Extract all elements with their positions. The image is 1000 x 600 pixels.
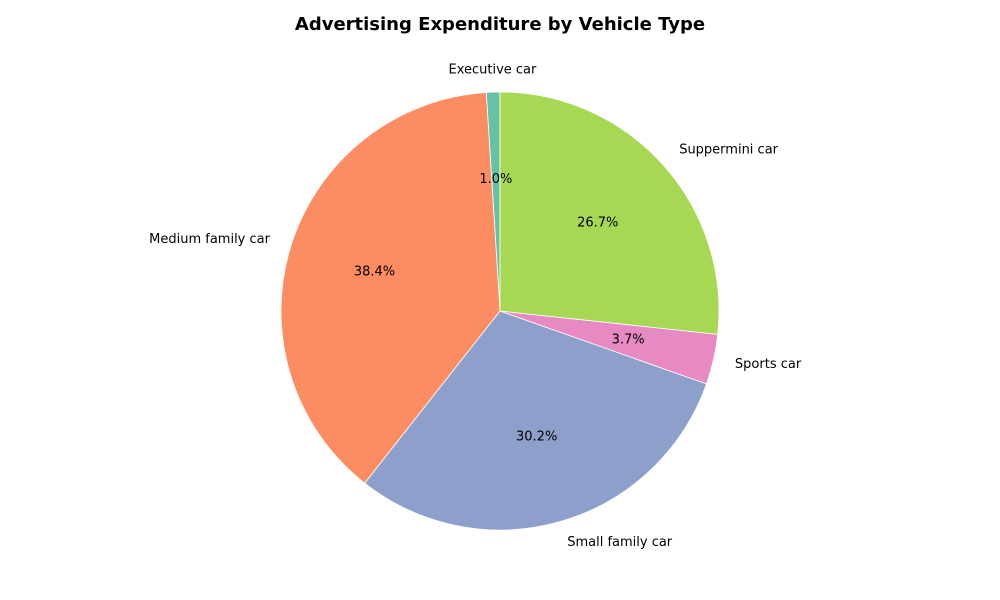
slice-percent-label: 1.0%: [479, 172, 512, 187]
slice-percent-label: 3.7%: [612, 333, 645, 348]
slice-label: Sports car: [735, 357, 802, 372]
chart-title: Advertising Expenditure by Vehicle Type: [295, 14, 705, 35]
pie-slice: [280, 92, 501, 484]
pie-labels: Executive car 1.0% Medium family car 38.4% S…: [149, 63, 802, 550]
slice-label: Small family car: [567, 535, 673, 550]
slice-percent-label: 38.4%: [354, 264, 395, 279]
slice-label: Suppermini car: [679, 142, 778, 157]
pie-slice: [364, 310, 708, 531]
slice-percent-label: 26.7%: [577, 216, 618, 231]
slice-percent-label: 30.2%: [516, 430, 557, 445]
slice-label: Executive car: [448, 63, 537, 78]
slice-label: Medium family car: [149, 232, 270, 247]
pie-slices: [280, 91, 720, 531]
pie-slice: [499, 91, 720, 335]
